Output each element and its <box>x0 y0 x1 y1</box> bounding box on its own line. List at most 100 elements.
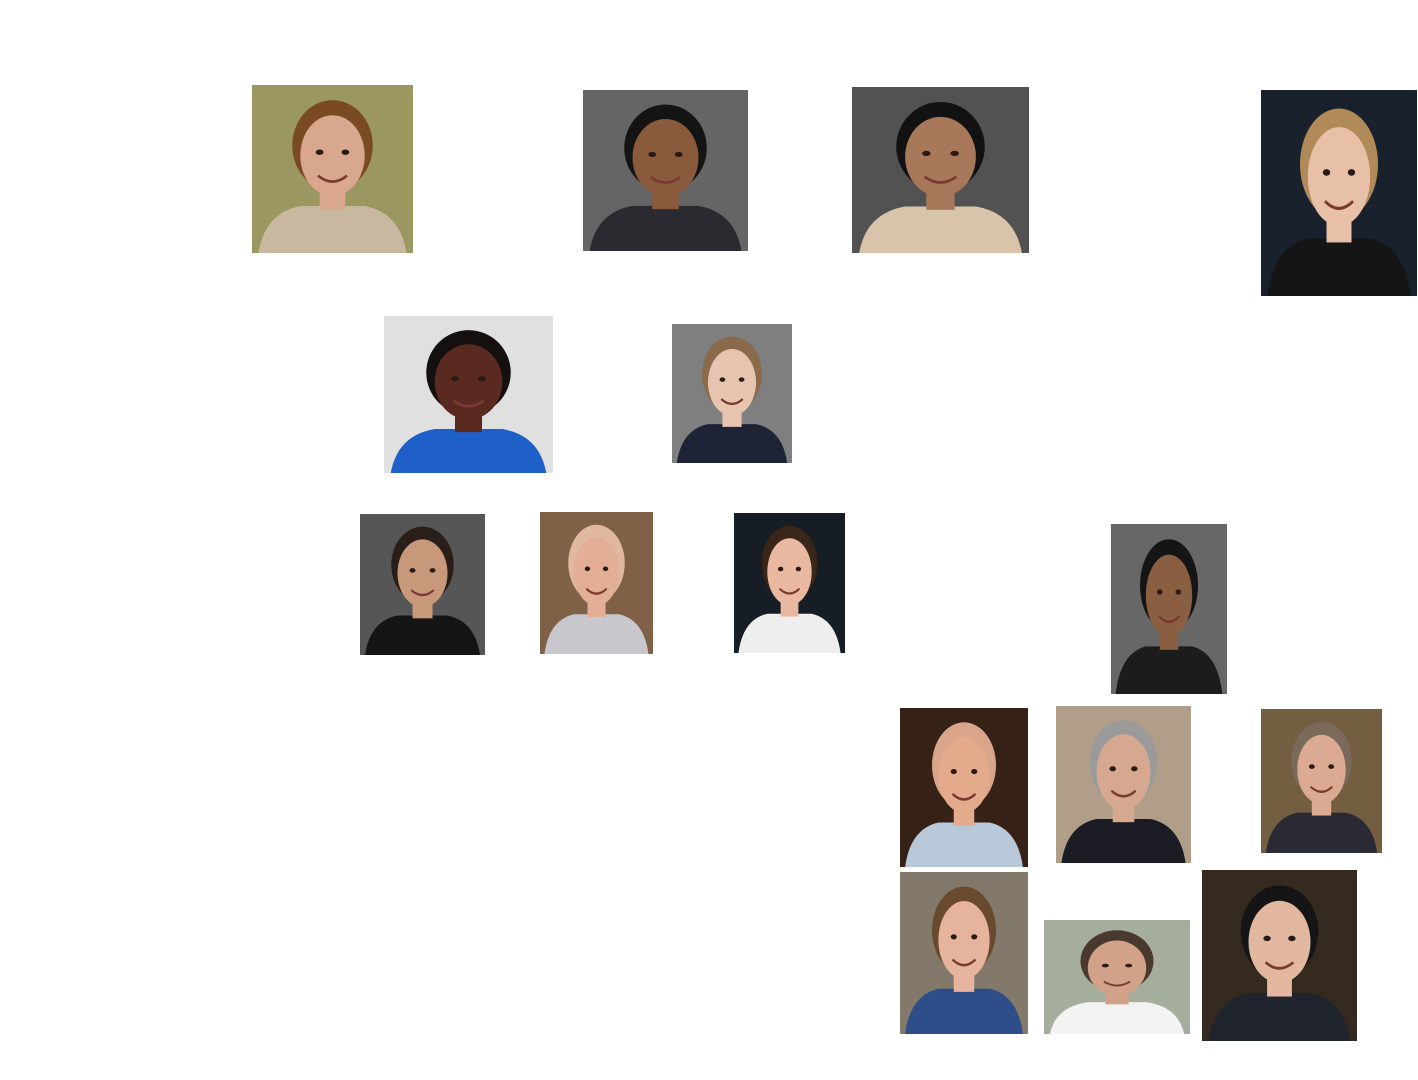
smile <box>1264 961 1295 970</box>
right-eye <box>1125 963 1133 968</box>
face <box>938 736 990 813</box>
smile <box>720 398 744 406</box>
portrait-photo-7 <box>360 514 485 655</box>
portrait-photo-13 <box>1261 709 1382 853</box>
portrait-14-illustration <box>900 872 1028 1034</box>
left-eye <box>719 377 726 382</box>
right-eye <box>341 149 350 155</box>
smile <box>778 587 801 595</box>
portrait-10-illustration <box>1111 524 1227 694</box>
right-eye <box>950 150 959 157</box>
clothing <box>589 205 742 251</box>
left-eye <box>1109 766 1116 772</box>
portrait-16-illustration <box>1202 870 1357 1041</box>
face <box>1096 734 1151 810</box>
left-eye <box>584 566 591 572</box>
smile <box>1103 980 1131 987</box>
portrait-13-illustration <box>1261 709 1382 853</box>
face <box>1087 940 1147 996</box>
face <box>300 115 365 196</box>
smile <box>452 399 485 408</box>
face <box>1297 734 1346 805</box>
clothing <box>1265 812 1378 853</box>
portrait-photo-3 <box>852 87 1029 253</box>
right-eye <box>738 377 745 382</box>
portrait-15-illustration <box>1044 920 1190 1034</box>
clothing <box>1115 646 1223 694</box>
right-eye <box>971 769 978 775</box>
portrait-08-illustration <box>540 512 653 654</box>
clothing <box>905 822 1023 867</box>
left-eye <box>1308 764 1315 769</box>
smile <box>1110 789 1137 798</box>
portrait-photo-15 <box>1044 920 1190 1034</box>
clothing <box>1208 993 1351 1041</box>
right-eye <box>477 376 487 382</box>
left-eye <box>1101 963 1109 968</box>
portrait-photo-6 <box>672 324 792 463</box>
left-eye <box>1263 935 1271 942</box>
smile <box>951 792 977 801</box>
face <box>938 901 990 979</box>
clothing <box>676 424 788 463</box>
right-eye <box>1288 935 1296 942</box>
portrait-07-illustration <box>360 514 485 655</box>
right-eye <box>602 566 609 572</box>
right-eye <box>429 568 436 573</box>
portrait-photo-10 <box>1111 524 1227 694</box>
left-eye <box>1156 589 1163 595</box>
portrait-photo-16 <box>1202 870 1357 1041</box>
left-eye <box>1322 169 1331 176</box>
portrait-02-illustration <box>583 90 748 251</box>
clothing <box>905 988 1023 1034</box>
portrait-04-illustration <box>1261 90 1417 296</box>
face <box>1307 127 1371 226</box>
clothing <box>738 613 841 653</box>
clothing <box>258 205 407 253</box>
left-eye <box>777 566 784 572</box>
smile <box>585 587 608 595</box>
clothing <box>544 614 649 654</box>
portrait-06-illustration <box>672 324 792 463</box>
portrait-photo-5 <box>384 316 553 473</box>
face <box>1145 554 1193 637</box>
right-eye <box>1347 169 1356 176</box>
portrait-photo-11 <box>900 708 1028 867</box>
portrait-photo-12 <box>1056 706 1191 863</box>
right-eye <box>674 151 683 157</box>
left-eye <box>922 150 931 157</box>
right-eye <box>1131 766 1138 772</box>
portrait-photo-14 <box>900 872 1028 1034</box>
face <box>708 349 756 416</box>
clothing <box>859 206 1022 253</box>
portrait-photo-1 <box>252 85 413 253</box>
clothing <box>1049 1002 1185 1034</box>
clothing <box>1061 819 1186 863</box>
left-eye <box>450 376 460 382</box>
face <box>632 118 699 197</box>
left-eye <box>950 934 957 940</box>
right-eye <box>971 934 978 940</box>
face <box>905 116 976 197</box>
right-eye <box>1175 589 1182 595</box>
left-eye <box>950 769 957 775</box>
smile <box>410 589 435 597</box>
smile <box>1324 199 1354 211</box>
left-eye <box>315 149 324 155</box>
clothing <box>390 429 547 473</box>
right-eye <box>1328 764 1335 769</box>
portrait-12-illustration <box>1056 706 1191 863</box>
portrait-photo-4 <box>1261 90 1417 296</box>
face <box>573 537 620 606</box>
portrait-photo-2 <box>583 90 748 251</box>
left-eye <box>409 568 416 573</box>
smile <box>1310 785 1333 793</box>
portrait-03-illustration <box>852 87 1029 253</box>
smile <box>649 175 682 184</box>
smile <box>951 958 977 967</box>
right-eye <box>795 566 802 572</box>
portrait-09-illustration <box>734 513 845 653</box>
face <box>434 344 503 420</box>
face <box>1248 900 1311 983</box>
smile <box>923 175 958 184</box>
